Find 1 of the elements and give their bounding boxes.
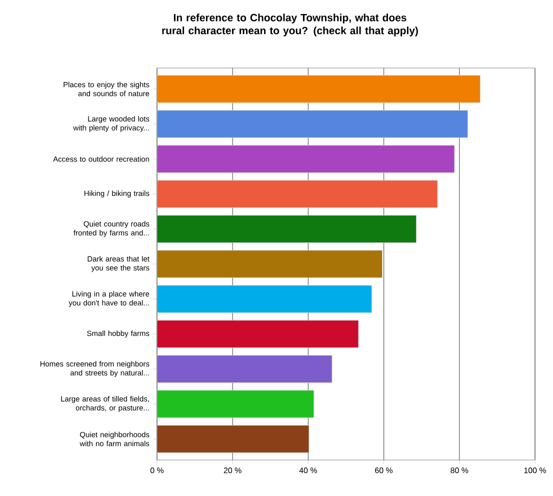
chart-title: In reference to Chocolay Township, what does rural character mean to you? (check all that apply) [162, 14, 418, 36]
